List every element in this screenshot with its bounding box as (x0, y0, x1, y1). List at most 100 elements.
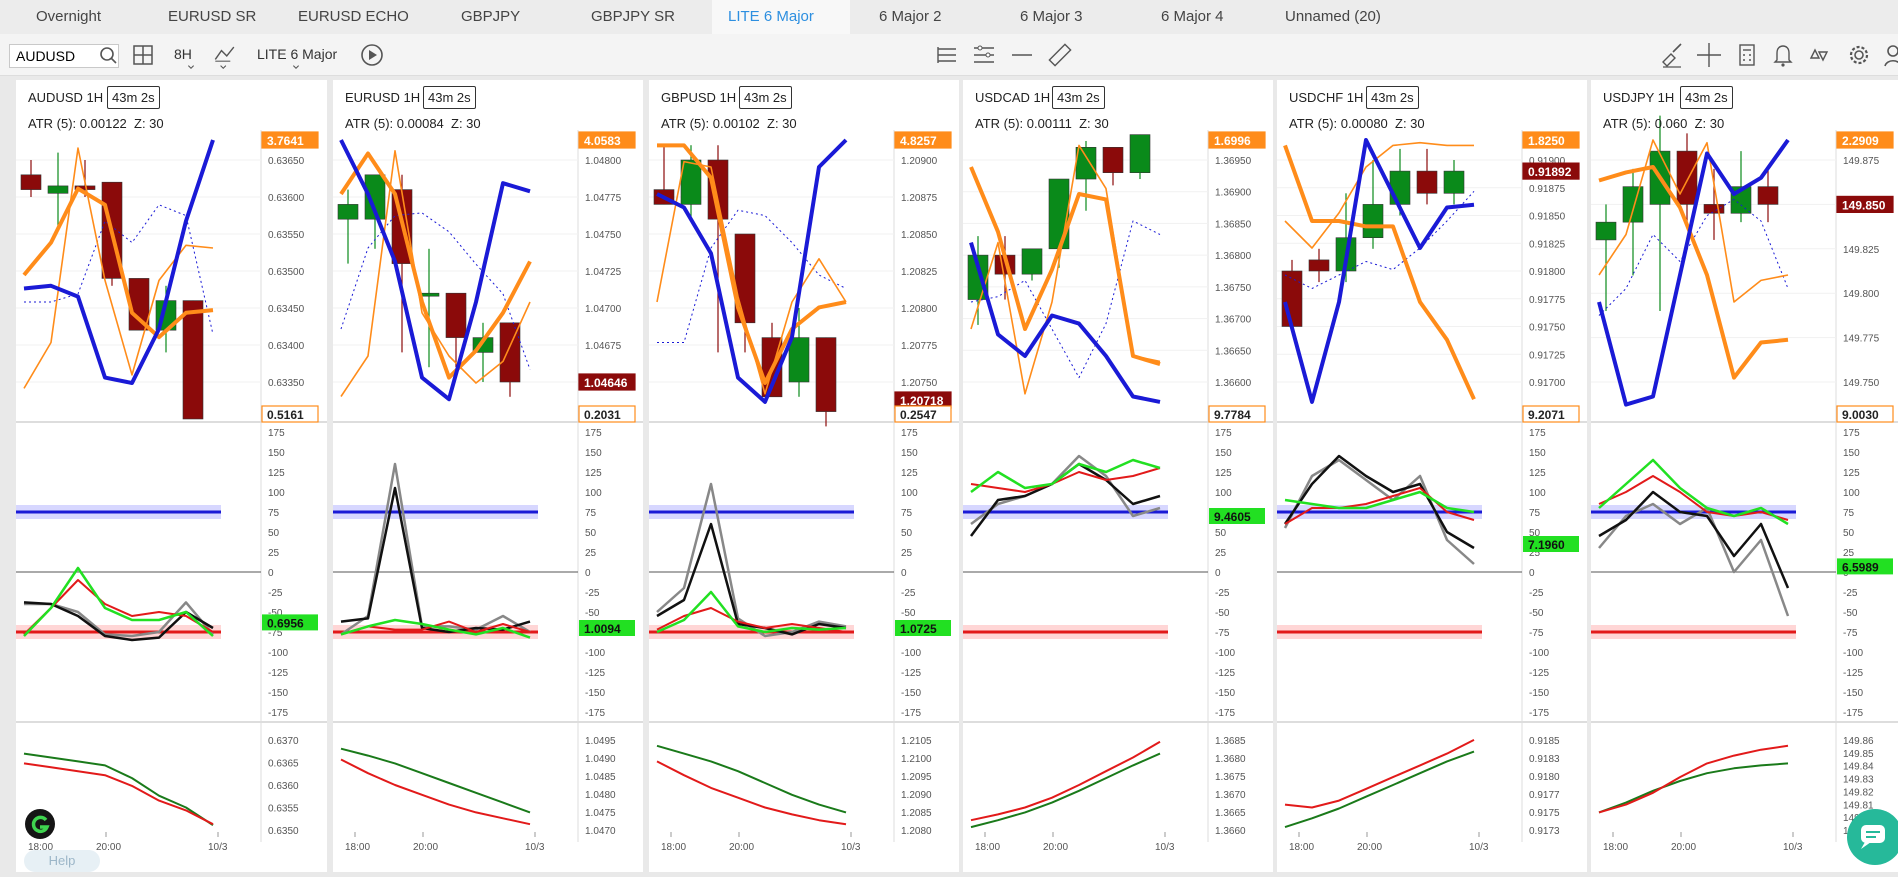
tab-6-major-3[interactable]: 6 Major 3 (1020, 8, 1083, 25)
z-value: Z: 30 (1079, 116, 1109, 131)
panel-chart-canvas[interactable]: 0.636500.636000.635500.635000.634500.634… (16, 80, 327, 872)
osc-badge: 1.0725 (900, 622, 937, 636)
orange-thick-line (969, 166, 1161, 367)
osc-tick-label: 0 (1215, 568, 1221, 579)
fib-levels-icon[interactable] (972, 40, 996, 70)
time-axis-label: 20:00 (1043, 842, 1068, 853)
ruler-icon[interactable] (1046, 40, 1072, 70)
osc-tick-label: 125 (585, 468, 602, 479)
tab-6-major-4[interactable]: 6 Major 4 (1161, 8, 1224, 25)
bearish-candle (20, 174, 42, 190)
horizontal-line-icon[interactable] (1010, 40, 1034, 70)
help-label: Help (48, 853, 76, 868)
green-ma-line (1598, 762, 1789, 814)
bullish-candle (337, 204, 359, 220)
price-badge-bottom: 9.0030 (1842, 408, 1879, 422)
candle-timer: 43m 2s (1052, 86, 1105, 109)
tab-eurusd-echo[interactable]: EURUSD ECHO (298, 8, 409, 25)
tab-lite-6-major[interactable]: LITE 6 Major (712, 0, 850, 34)
calculator-icon[interactable] (1736, 40, 1758, 70)
osc-tick-label: 125 (1529, 468, 1546, 479)
tab-overnight[interactable]: Overnight (36, 8, 102, 25)
osc-badge: 6.5989 (1842, 560, 1879, 574)
gray-oscillator-line (970, 454, 1161, 526)
ma-tick-label: 1.3680 (1215, 754, 1246, 765)
price-tick-label: 0.91750 (1529, 323, 1566, 334)
price-badge-top-box (261, 131, 319, 149)
chat-button[interactable] (1847, 809, 1898, 865)
ma-tick-label: 0.6355 (268, 804, 299, 815)
layout-name-selector[interactable]: LITE 6 Major (257, 46, 338, 62)
osc-tick-label: -100 (901, 648, 921, 659)
bullish-candle (47, 185, 69, 194)
time-axis-label: 10/3 (1783, 842, 1803, 853)
tab-eurusd-sr[interactable]: EURUSD SR (168, 8, 257, 25)
bell-icon[interactable] (1771, 40, 1795, 70)
black-oscillator-line (1283, 454, 1475, 550)
price-tick-label: 1.36900 (1215, 188, 1252, 199)
drawing-lines-icon[interactable] (934, 40, 958, 70)
price-tick-label: 1.04750 (585, 230, 622, 241)
bullish-candle (1129, 134, 1151, 173)
panel-chart-canvas[interactable]: 1.209001.208751.208501.208251.208001.207… (649, 80, 959, 872)
time-axis-label: 10/3 (525, 842, 545, 853)
bullish-candle (788, 337, 810, 383)
panel-chart-canvas[interactable]: 149.875 149.850 149.825 149.800 149.775 149.7… (1591, 80, 1898, 872)
osc-tick-label: 25 (268, 548, 280, 559)
price-tick-label: 1.36800 (1215, 251, 1252, 262)
timeframe-selector[interactable]: 8H (174, 46, 192, 62)
osc-badge: 7.1960 (1528, 538, 1565, 552)
green-oscillator-line (23, 566, 214, 637)
price-badge-bottom: 9.7784 (1214, 408, 1251, 422)
chart-panel-usdcad: 1.36950 1.36900 1.36850 1.36800 1.36750 1.367… (963, 80, 1273, 872)
help-button[interactable]: Help (24, 850, 100, 872)
user-icon[interactable] (1884, 40, 1898, 70)
orange-thick-line (22, 186, 214, 340)
price-badge-bottom: 0.2031 (584, 408, 621, 422)
tab-6-major-2[interactable]: 6 Major 2 (879, 8, 942, 25)
candle-timer: 43m 2s (423, 86, 476, 109)
tab-gbpjpy-sr[interactable]: GBPJPY SR (591, 8, 675, 25)
bullish-candle (1389, 170, 1411, 205)
osc-tick-label: -175 (901, 708, 921, 719)
time-axis-label: 20:00 (1671, 842, 1696, 853)
time-axis-label: 20:00 (413, 842, 438, 853)
orange-thin-line (1598, 139, 1789, 303)
red-ma-line (970, 740, 1161, 822)
layout-grid-icon[interactable] (131, 40, 155, 70)
tab-gbpjpy[interactable]: GBPJPY (461, 8, 521, 25)
chart-title: EURUSD 1H (345, 90, 421, 105)
sync-arrows-icon[interactable] (1806, 40, 1832, 70)
price-tick-label: 1.20825 (901, 267, 938, 278)
red-oscillator-line (970, 467, 1161, 493)
atr-label: ATR (5): (28, 116, 77, 131)
gear-icon[interactable] (1846, 40, 1872, 70)
price-tick-label: 0.91725 (1529, 350, 1566, 361)
search-icon[interactable] (98, 40, 118, 70)
bearish-candle (499, 322, 521, 383)
time-axis-label: 10/3 (1469, 842, 1489, 853)
red-ma-line (340, 758, 531, 826)
osc-tick-label: -25 (1215, 588, 1230, 599)
z-value: Z: 30 (767, 116, 797, 131)
indicator-icon[interactable] (211, 40, 239, 70)
tab-unnamed-20[interactable]: Unnamed (20) (1285, 8, 1381, 25)
atr-readout: ATR (5): 0.00122 Z: 30 (28, 116, 164, 131)
osc-badge-box (1523, 536, 1579, 552)
price-tick-label: 0.63500 (268, 267, 305, 278)
chart-panel-usdchf: 0.91900 0.91875 0.91850 0.91825 0.91800 0.917… (1277, 80, 1587, 872)
brush-icon[interactable] (1659, 40, 1685, 70)
osc-tick-label: -175 (268, 708, 288, 719)
panel-chart-canvas[interactable]: 0.919000.918750.918500.918250.918000.917… (1277, 80, 1587, 872)
price-tick-label: 0.91900 (1529, 156, 1566, 167)
price-tick-label: 0.63550 (268, 230, 305, 241)
time-axis-label: 18:00 (28, 842, 53, 853)
panel-chart-canvas[interactable]: 1.048001.047751.047501.047251.047001.046… (333, 80, 643, 872)
price-tick-label: 0.91775 (1529, 295, 1566, 306)
replay-play-icon[interactable] (358, 40, 386, 70)
panel-chart-canvas[interactable]: 1.369501.369001.368501.368001.367501.367… (963, 80, 1273, 872)
osc-tick-label: 75 (268, 508, 280, 519)
crosshair-icon[interactable] (1696, 40, 1722, 70)
osc-tick-label: -100 (1529, 648, 1549, 659)
osc-tick-label: -75 (1215, 628, 1230, 639)
